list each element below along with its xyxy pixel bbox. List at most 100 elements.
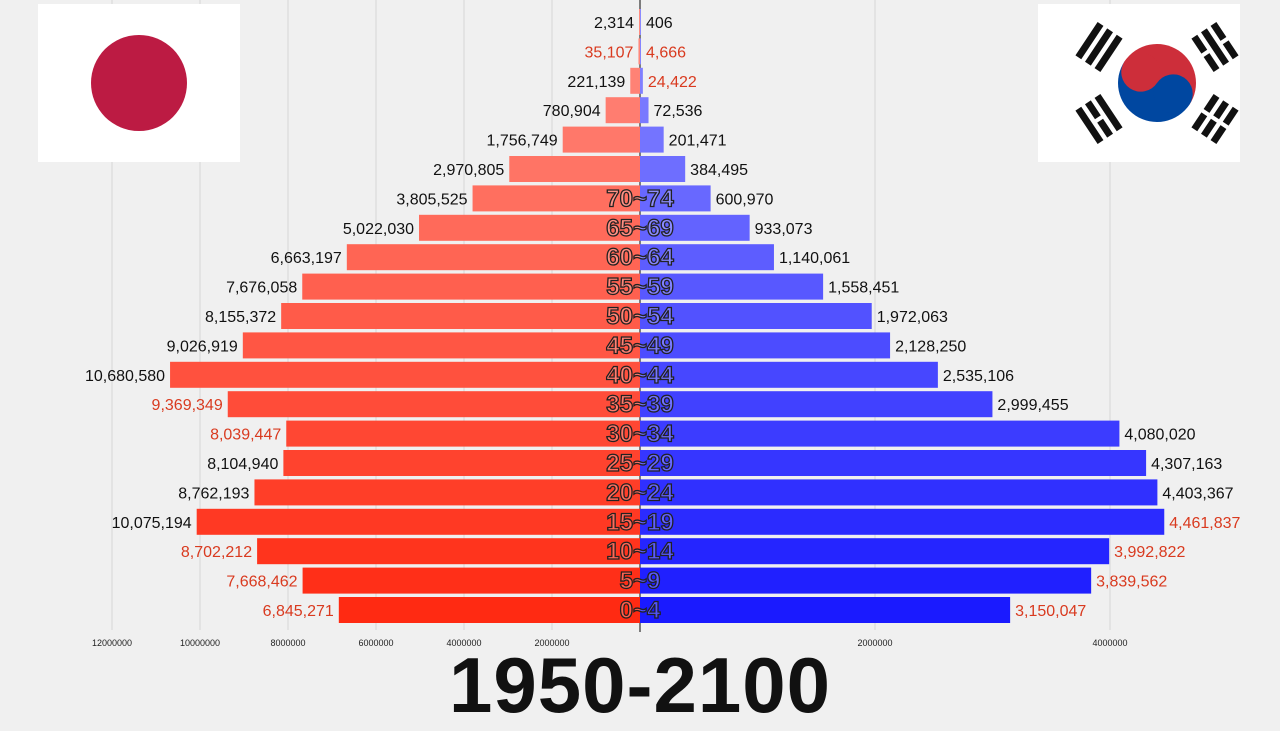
japan-value-label: 35,107 <box>585 44 634 61</box>
korea-value-label: 384,495 <box>690 162 748 179</box>
japan-value-label: 7,668,462 <box>226 574 297 591</box>
japan-value-label: 8,762,193 <box>178 485 249 502</box>
korea-bar <box>640 303 872 329</box>
japan-value-label: 2,314 <box>594 15 634 32</box>
korea-bar <box>640 567 1092 594</box>
age-group-label: 40~44 <box>606 362 674 389</box>
left-axis-tick-label: 4000000 <box>446 638 481 648</box>
japan-flag-icon <box>38 4 240 162</box>
korea-bar <box>640 479 1158 506</box>
left-axis-tick-label: 6000000 <box>358 638 393 648</box>
age-group-label: 15~19 <box>606 509 673 536</box>
south-korea-flag-drawing <box>1038 4 1240 162</box>
korea-value-label: 24,422 <box>648 74 697 91</box>
age-group-label: 50~54 <box>606 303 674 330</box>
japan-bar <box>472 185 640 212</box>
age-group-label: 25~29 <box>606 450 673 477</box>
age-group-label: 45~49 <box>606 332 673 359</box>
korea-bar <box>640 391 993 418</box>
japan-bar <box>302 273 640 300</box>
age-group-label: 0~4 <box>620 597 661 624</box>
korea-value-label: 4,080,020 <box>1124 427 1195 444</box>
japan-value-label: 8,104,940 <box>207 456 278 473</box>
left-axis-tick-label: 8000000 <box>270 638 305 648</box>
japan-bar <box>419 214 640 241</box>
korea-value-label: 4,461,837 <box>1169 515 1240 532</box>
korea-value-label: 600,970 <box>716 191 774 208</box>
age-group-label: 35~39 <box>606 391 673 418</box>
age-group-label: 65~69 <box>606 215 673 242</box>
japan-bar <box>338 597 640 623</box>
japan-bar <box>302 567 640 594</box>
age-group-label: 70~74 <box>606 185 674 212</box>
japan-value-label: 3,805,525 <box>396 191 467 208</box>
japan-value-label: 6,845,271 <box>263 603 334 620</box>
south-korea-flag-icon <box>1038 4 1240 162</box>
korea-value-label: 2,535,106 <box>943 368 1014 385</box>
year-range-title: 1950-2100 <box>448 641 831 729</box>
korea-bar <box>640 214 750 241</box>
japan-value-label: 10,680,580 <box>85 368 165 385</box>
korea-value-label: 4,403,367 <box>1162 485 1233 502</box>
japan-flag-disc <box>91 35 187 131</box>
korea-bar <box>640 450 1147 476</box>
japan-value-label: 9,026,919 <box>167 338 238 355</box>
korea-bar <box>640 597 1011 623</box>
korea-bar <box>640 38 641 65</box>
japan-bar <box>639 9 640 35</box>
japan-value-label: 1,756,749 <box>487 133 558 150</box>
korea-bar <box>640 538 1110 565</box>
japan-value-label: 5,022,030 <box>343 221 414 238</box>
korea-bar <box>640 9 641 35</box>
korea-bar <box>640 273 824 300</box>
left-axis-tick-label: 10000000 <box>180 638 220 648</box>
left-axis-tick-label: 2000000 <box>534 638 569 648</box>
korea-bar <box>640 156 686 182</box>
japan-bar <box>638 38 640 65</box>
japan-value-label: 10,075,194 <box>112 515 192 532</box>
korea-value-label: 3,150,047 <box>1015 603 1086 620</box>
korea-value-label: 1,972,063 <box>877 309 948 326</box>
age-group-label: 20~24 <box>606 479 674 506</box>
age-group-label: 60~64 <box>606 244 674 271</box>
japan-value-label: 8,155,372 <box>205 309 276 326</box>
korea-value-label: 3,992,822 <box>1114 544 1185 561</box>
korea-bar <box>640 97 649 124</box>
japan-bar <box>283 450 640 476</box>
age-group-label: 5~9 <box>620 568 661 595</box>
korea-value-label: 4,666 <box>646 44 686 61</box>
korea-value-label: 406 <box>646 15 673 32</box>
age-group-label: 30~34 <box>606 421 674 448</box>
korea-value-label: 933,073 <box>755 221 813 238</box>
korea-bar <box>640 185 711 212</box>
japan-value-label: 6,663,197 <box>271 250 342 267</box>
korea-value-label: 4,307,163 <box>1151 456 1222 473</box>
age-group-label: 10~14 <box>606 538 674 565</box>
japan-bar <box>196 508 640 535</box>
japan-value-label: 9,369,349 <box>152 397 223 414</box>
age-group-label: 55~59 <box>606 274 673 301</box>
japan-value-label: 221,139 <box>567 74 625 91</box>
axis-tick-labels: 12000000 10000000 8000000 6000000 4000000 200… <box>92 638 1128 648</box>
japan-value-label: 8,039,447 <box>210 427 281 444</box>
japan-bar <box>281 303 640 329</box>
japan-bar <box>509 156 640 182</box>
korea-value-label: 2,128,250 <box>895 338 966 355</box>
japan-bar <box>227 391 640 418</box>
korea-bar <box>640 508 1165 535</box>
korea-bar <box>640 361 938 388</box>
japan-value-label: 7,676,058 <box>226 280 297 297</box>
right-axis-tick-label: 2000000 <box>857 638 892 648</box>
korea-bar <box>640 126 664 153</box>
korea-bar <box>640 332 891 359</box>
korea-value-label: 2,999,455 <box>997 397 1068 414</box>
korea-value-label: 3,839,562 <box>1096 574 1167 591</box>
korea-value-label: 1,140,061 <box>779 250 850 267</box>
japan-bar <box>286 420 640 447</box>
korea-value-label: 72,536 <box>654 103 703 120</box>
right-axis-tick-label: 4000000 <box>1092 638 1127 648</box>
japan-value-label: 780,904 <box>543 103 601 120</box>
japan-value-label: 8,702,212 <box>181 544 252 561</box>
japan-bar <box>170 361 640 388</box>
